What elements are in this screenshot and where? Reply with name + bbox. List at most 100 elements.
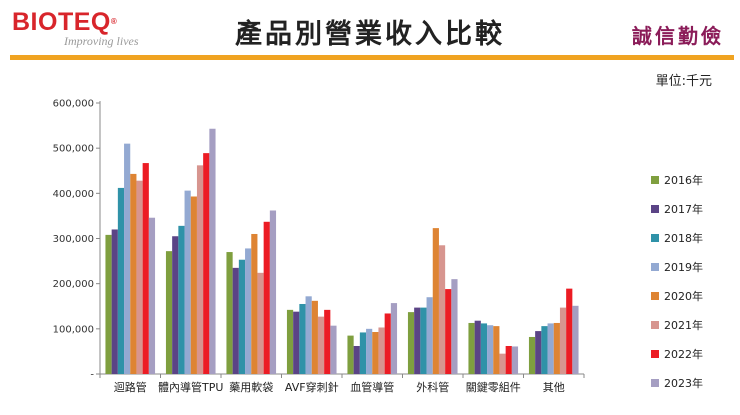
bar bbox=[451, 279, 458, 374]
bar bbox=[438, 245, 446, 374]
legend-swatch bbox=[651, 321, 659, 329]
bar bbox=[165, 251, 173, 374]
bar bbox=[366, 328, 373, 374]
legend-label: 2016年 bbox=[664, 173, 703, 187]
bar bbox=[269, 210, 277, 374]
bar bbox=[257, 272, 264, 374]
bar bbox=[414, 307, 421, 374]
y-tick-label: 600,000 bbox=[53, 99, 94, 110]
bar bbox=[535, 331, 542, 374]
x-category-label: 關鍵零組件 bbox=[466, 380, 521, 394]
bar bbox=[203, 153, 210, 374]
bar bbox=[105, 234, 112, 374]
unit-label: 單位:千元 bbox=[655, 74, 712, 89]
bar bbox=[117, 187, 125, 374]
bar bbox=[468, 322, 475, 374]
legend-swatch bbox=[651, 263, 659, 271]
y-tick-label: 400,000 bbox=[53, 189, 94, 200]
bar bbox=[299, 303, 306, 374]
bar bbox=[324, 309, 331, 374]
bar bbox=[286, 309, 294, 374]
bar bbox=[445, 289, 452, 374]
x-category-label: 迴路管 bbox=[114, 380, 147, 394]
bar bbox=[190, 196, 197, 374]
x-category-label: 其他 bbox=[543, 381, 565, 394]
logo-text: BIOTEQ bbox=[12, 8, 111, 36]
legend-label: 2022年 bbox=[664, 347, 703, 361]
bar bbox=[130, 173, 137, 374]
bar bbox=[251, 233, 258, 374]
company-logo: BIOTEQ® Improving lives bbox=[12, 8, 139, 49]
bar bbox=[196, 165, 204, 374]
y-tick-label: 300,000 bbox=[53, 234, 94, 245]
bar bbox=[226, 252, 233, 374]
bar bbox=[142, 163, 149, 374]
x-category-label: 藥用軟袋 bbox=[229, 380, 273, 394]
bar bbox=[184, 190, 191, 374]
bar bbox=[378, 327, 385, 374]
bar bbox=[353, 345, 360, 374]
bar bbox=[209, 128, 216, 374]
bar bbox=[178, 225, 185, 374]
bar bbox=[111, 229, 118, 374]
bar bbox=[572, 305, 579, 374]
bar bbox=[559, 307, 567, 374]
bar bbox=[245, 248, 252, 374]
bar bbox=[293, 311, 300, 374]
legend-label: 2018年 bbox=[664, 231, 703, 245]
bar bbox=[407, 312, 415, 374]
legend-label: 2017年 bbox=[664, 202, 703, 216]
header-divider bbox=[10, 55, 734, 60]
legend-label: 2021年 bbox=[664, 318, 703, 332]
x-category-label: 體內導管TPU bbox=[158, 380, 223, 394]
bar bbox=[499, 353, 506, 374]
legend-swatch bbox=[651, 234, 659, 242]
legend-swatch bbox=[651, 176, 659, 184]
bar bbox=[172, 236, 179, 374]
bar bbox=[511, 346, 519, 374]
legend-swatch bbox=[651, 205, 659, 213]
y-tick-label: 500,000 bbox=[53, 144, 94, 155]
bar bbox=[541, 326, 548, 374]
y-tick-label: 100,000 bbox=[53, 324, 94, 335]
registered-mark: ® bbox=[110, 17, 118, 26]
legend-swatch bbox=[651, 350, 659, 358]
bar bbox=[330, 325, 337, 374]
page-title: 產品別營業收入比較 bbox=[235, 19, 505, 50]
y-tick-label: - bbox=[90, 370, 94, 381]
legend-label: 2019年 bbox=[664, 260, 703, 274]
bar bbox=[359, 332, 367, 374]
x-category-label: 外科管 bbox=[416, 380, 449, 394]
legend-label: 2020年 bbox=[664, 289, 703, 303]
bar bbox=[384, 313, 391, 374]
bar bbox=[232, 267, 239, 374]
bar bbox=[505, 345, 512, 374]
bar bbox=[317, 316, 325, 374]
bar bbox=[420, 307, 427, 374]
bar bbox=[148, 217, 156, 374]
bar bbox=[493, 326, 500, 374]
logo-tagline: Improving lives bbox=[64, 34, 139, 48]
x-category-label: 血管導管 bbox=[350, 380, 394, 394]
bar bbox=[372, 331, 379, 374]
bar bbox=[311, 300, 318, 374]
bar bbox=[566, 288, 573, 374]
company-motto: 誠信勤儉 bbox=[632, 24, 724, 48]
bar bbox=[553, 322, 560, 374]
bar bbox=[263, 221, 270, 374]
bar bbox=[474, 320, 481, 374]
bar bbox=[528, 336, 536, 374]
legend-swatch bbox=[651, 379, 659, 387]
bar bbox=[136, 180, 143, 374]
bar bbox=[426, 297, 433, 374]
legend-label: 2023年 bbox=[664, 376, 703, 390]
legend-swatch bbox=[651, 292, 659, 300]
y-tick-label: 200,000 bbox=[53, 279, 94, 290]
bar bbox=[305, 296, 312, 374]
bar bbox=[347, 335, 354, 374]
bar bbox=[432, 228, 439, 374]
bar bbox=[124, 143, 131, 374]
bar bbox=[480, 323, 488, 374]
bar bbox=[547, 323, 554, 374]
